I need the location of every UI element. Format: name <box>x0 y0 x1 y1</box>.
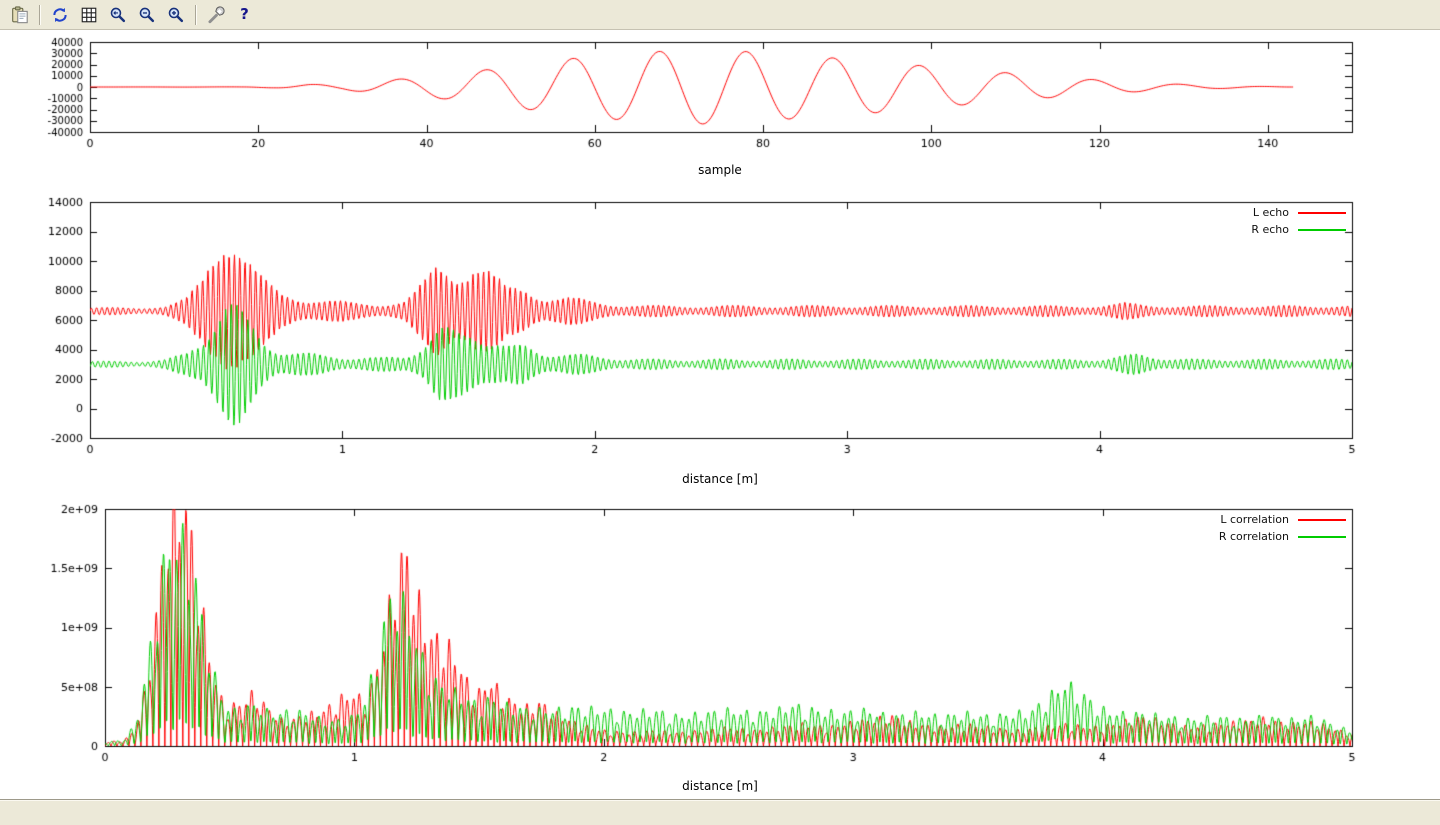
toolbar: ? <box>0 0 1440 30</box>
zoom-in-button[interactable] <box>161 1 190 28</box>
help-button[interactable]: ? <box>230 1 259 28</box>
configure-button[interactable] <box>201 1 230 28</box>
zoom-previous-button[interactable] <box>103 1 132 28</box>
wrench-icon <box>207 5 225 23</box>
correlation-plot-canvas[interactable] <box>0 500 1440 799</box>
legend-item-r-correlation: R correlation <box>1219 529 1346 544</box>
legend-line-swatch <box>1298 535 1346 538</box>
refresh-icon <box>52 7 67 22</box>
legend-line-swatch <box>1298 518 1346 521</box>
toolbar-separator <box>39 4 40 25</box>
legend-label: L correlation <box>1220 513 1289 526</box>
replot-button[interactable] <box>45 1 74 28</box>
echo-legend: L echo R echo <box>1251 205 1346 237</box>
legend-line-swatch <box>1298 211 1346 214</box>
toggle-grid-button[interactable] <box>74 1 103 28</box>
magnifier-plus-icon <box>168 7 183 22</box>
zoom-out-button[interactable] <box>132 1 161 28</box>
clipboard-icon <box>11 5 28 23</box>
legend-label: L echo <box>1252 206 1289 219</box>
legend-line-swatch <box>1298 228 1346 231</box>
legend-item-l-echo: L echo <box>1253 205 1346 220</box>
toolbar-separator <box>195 4 196 25</box>
legend-label: R echo <box>1251 223 1289 236</box>
legend-item-l-correlation: L correlation <box>1220 512 1346 527</box>
legend-label: R correlation <box>1218 530 1289 543</box>
pulse-plot-canvas[interactable] <box>0 30 1440 188</box>
magnifier-minus-icon <box>139 7 154 22</box>
grid-icon <box>81 7 96 22</box>
copy-to-clipboard-button[interactable] <box>5 1 34 28</box>
status-bar <box>0 799 1440 825</box>
legend-item-r-echo: R echo <box>1251 222 1346 237</box>
correlation-legend: L correlation R correlation <box>1219 512 1346 544</box>
magnifier-previous-icon <box>110 7 125 22</box>
echo-plot-canvas[interactable] <box>0 188 1440 500</box>
question-mark-icon: ? <box>240 5 249 23</box>
